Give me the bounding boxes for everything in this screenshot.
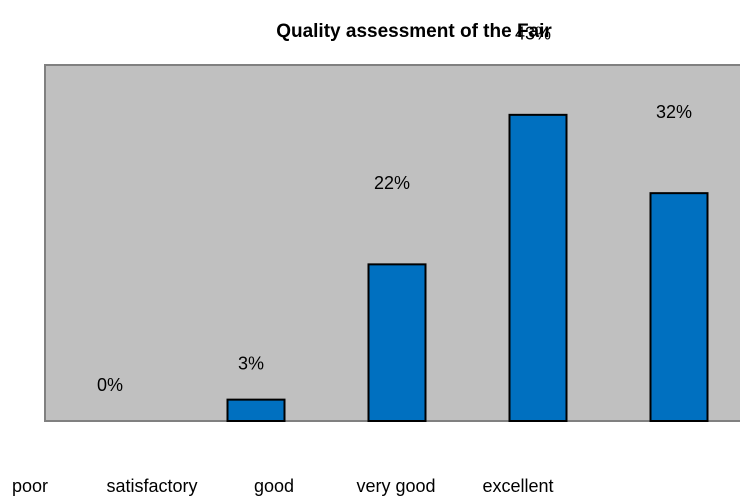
x-tick-label: very good bbox=[356, 476, 435, 496]
data-label: 22% bbox=[374, 173, 410, 193]
bar bbox=[508, 113, 568, 422]
x-tick-label: good bbox=[254, 476, 294, 496]
data-label: 0% bbox=[97, 375, 123, 395]
bar bbox=[226, 398, 286, 423]
bar bbox=[649, 192, 709, 422]
data-label: 32% bbox=[656, 102, 692, 122]
x-tick-label: satisfactory bbox=[106, 476, 197, 496]
x-tick-label: excellent bbox=[482, 476, 553, 496]
data-label: 43% bbox=[515, 24, 551, 44]
bar bbox=[367, 263, 427, 422]
chart-title: Quality assessment of the Fair bbox=[276, 21, 552, 42]
data-label: 3% bbox=[238, 353, 264, 373]
x-tick-label: poor bbox=[12, 476, 48, 496]
